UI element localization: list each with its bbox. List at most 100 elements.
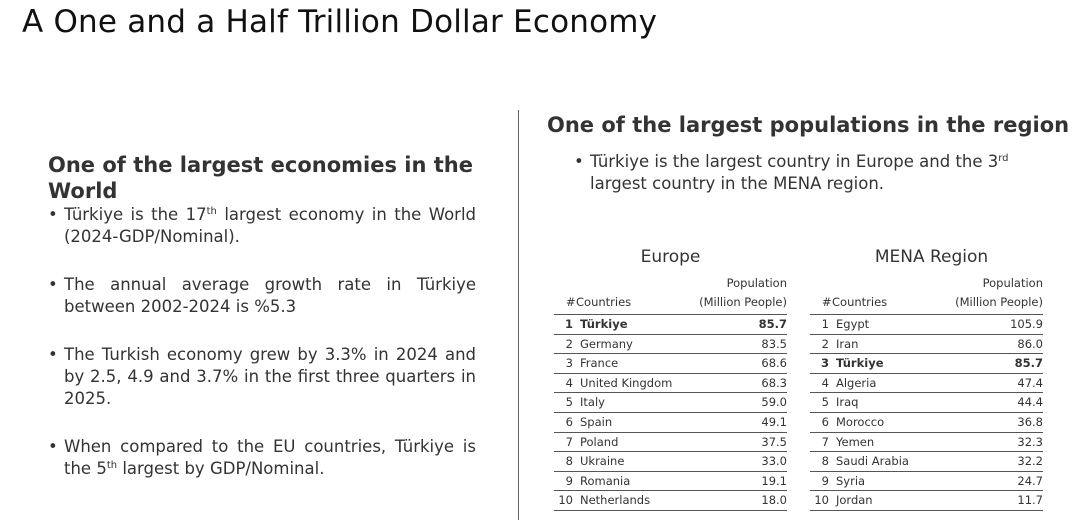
mena-table: MENA Region Population # Countries (Mill… (810, 246, 1043, 511)
table-row: 10 Netherlands 18.0 (554, 491, 787, 511)
row-rank: 10 (814, 493, 829, 508)
table-row: 4 United Kingdom 68.3 (554, 374, 787, 394)
row-country: Algeria (836, 375, 877, 390)
row-rank: 10 (558, 493, 573, 508)
table-row: 8 Ukraine 33.0 (554, 452, 787, 472)
row-population: 83.5 (761, 336, 787, 351)
row-population: 24.7 (1017, 473, 1043, 488)
row-rank: 5 (821, 395, 829, 410)
row-population: 85.7 (1014, 356, 1043, 371)
row-country: Romania (580, 473, 631, 488)
table-row: 2 Iran 86.0 (810, 335, 1043, 355)
header-number: # (822, 295, 832, 309)
row-rank: 1 (564, 317, 573, 331)
table-row: 2 Germany 83.5 (554, 335, 787, 355)
header-countries: Countries (832, 295, 888, 309)
row-population: 36.8 (1017, 414, 1043, 429)
row-population: 18.0 (761, 493, 787, 508)
row-country: Poland (580, 434, 619, 449)
row-population: 44.4 (1017, 395, 1043, 410)
column-divider (518, 110, 519, 520)
economy-heading: One of the largest economies in the Worl… (48, 153, 473, 203)
row-population: 11.7 (1017, 493, 1043, 508)
row-rank: 3 (820, 356, 829, 371)
table-row: 7 Yemen 32.3 (810, 433, 1043, 453)
row-population: 32.3 (1017, 434, 1043, 449)
row-country: Iran (836, 336, 859, 351)
table-rows: 1 Türkiye 85.7 2 Germany 83.5 3 France 68.6 4 Unit… (554, 315, 787, 511)
row-population: 68.3 (761, 375, 787, 390)
bullet-text: largest country in the MENA region. (590, 174, 885, 193)
row-country: Türkiye (836, 356, 884, 371)
table-row: 8 Saudi Arabia 32.2 (810, 452, 1043, 472)
row-rank: 4 (821, 375, 829, 390)
row-country: Iraq (836, 395, 859, 410)
bullet-text: The annual average growth rate in Türkiy… (64, 275, 476, 316)
row-population: 85.7 (758, 317, 787, 331)
table-row: 4 Algeria 47.4 (810, 374, 1043, 394)
row-country: Jordan (836, 493, 873, 508)
row-country: Yemen (836, 434, 875, 449)
row-country: Italy (580, 395, 605, 410)
table-row: 6 Morocco 36.8 (810, 413, 1043, 433)
row-rank: 7 (821, 434, 829, 449)
row-rank: 3 (565, 356, 573, 371)
row-country: Saudi Arabia (836, 454, 909, 469)
header-unit: (Million People) (699, 295, 787, 309)
bullet-item: The Turkish economy grew by 3.3% in 2024… (48, 344, 476, 410)
bullet-text: The Turkish economy grew by 3.3% in 2024… (64, 345, 476, 408)
row-rank: 2 (565, 336, 573, 351)
header-number: # (566, 295, 576, 309)
row-population: 68.6 (761, 356, 787, 371)
economy-section: One of the largest economies in the Worl… (48, 152, 476, 480)
bullet-item: The annual average growth rate in Türkiy… (48, 274, 476, 318)
row-rank: 9 (821, 473, 829, 488)
europe-table: Europe Population # Countries (Million P… (554, 246, 787, 511)
bullet-text: When compared to the EU countries, Türki… (64, 437, 476, 478)
row-rank: 6 (821, 414, 829, 429)
row-country: Ukraine (580, 454, 625, 469)
row-population: 19.1 (761, 473, 787, 488)
bullet-item: When compared to the EU countries, Türki… (48, 436, 476, 480)
table-row: 1 Egypt 105.9 (810, 315, 1043, 335)
bullet-text: Türkiye is the 17 (64, 205, 207, 224)
row-population: 59.0 (761, 395, 787, 410)
table-header: Population # Countries (Million People) (810, 276, 1043, 315)
table-row: 3 Türkiye 85.7 (810, 354, 1043, 374)
row-country: Germany (580, 336, 633, 351)
table-row: 3 France 68.6 (554, 354, 787, 374)
row-rank: 8 (565, 454, 573, 469)
population-bullet: Türkiye is the largest country in Europe… (574, 151, 1014, 195)
page-title: A One and a Half Trillion Dollar Economy (22, 4, 658, 40)
row-population: 32.2 (1017, 454, 1043, 469)
economy-bullets: Türkiye is the 17th largest economy in t… (48, 204, 476, 480)
row-country: Egypt (836, 317, 870, 331)
row-country: Spain (580, 414, 613, 429)
header-unit: (Million People) (955, 295, 1043, 309)
table-title: Europe (640, 247, 701, 267)
table-row: 5 Italy 59.0 (554, 393, 787, 413)
row-population: 47.4 (1017, 375, 1043, 390)
row-rank: 7 (565, 434, 573, 449)
row-population: 49.1 (761, 414, 787, 429)
table-row: 10 Jordan 11.7 (810, 491, 1043, 511)
bullet-superscript: th (206, 206, 217, 217)
row-rank: 2 (821, 336, 829, 351)
table-header: Population # Countries (Million People) (554, 276, 787, 315)
population-heading: One of the largest populations in the re… (547, 113, 1070, 137)
table-row: 6 Spain 49.1 (554, 413, 787, 433)
table-row: 1 Türkiye 85.7 (554, 315, 787, 335)
table-title: MENA Region (874, 247, 989, 267)
table-row: 7 Poland 37.5 (554, 433, 787, 453)
header-countries: Countries (576, 295, 632, 309)
row-population: 33.0 (761, 454, 787, 469)
row-population: 105.9 (1010, 317, 1043, 331)
bullet-text: Türkiye is the largest country in Europe… (590, 152, 999, 171)
row-country: United Kingdom (580, 375, 673, 390)
row-rank: 4 (565, 375, 573, 390)
bullet-item: Türkiye is the 17th largest economy in t… (48, 204, 476, 248)
row-country: Syria (836, 473, 866, 488)
bullet-superscript: rd (998, 153, 1009, 164)
row-rank: 8 (821, 454, 829, 469)
header-population: Population (726, 276, 787, 290)
